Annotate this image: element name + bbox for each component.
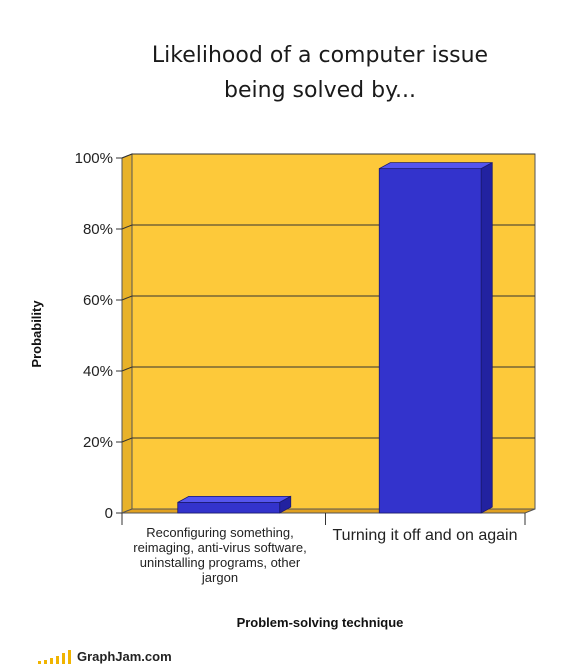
y-tick-label: 80% bbox=[83, 221, 113, 238]
x-axis-label: Problem-solving technique bbox=[236, 615, 404, 630]
gridline-side bbox=[121, 295, 133, 301]
gridline-side bbox=[121, 366, 133, 372]
bar-side bbox=[480, 161, 493, 514]
y-tick-label: 20% bbox=[83, 434, 113, 451]
graphjam-brand-text: GraphJam.com bbox=[77, 649, 172, 664]
gridline-side bbox=[121, 437, 133, 443]
bar-front bbox=[378, 168, 482, 514]
gridline-side bbox=[121, 153, 133, 159]
y-tick-label: 40% bbox=[83, 363, 113, 380]
bar-side bbox=[279, 495, 292, 514]
category-label-jargon: Reconfiguring something, reimaging, anti… bbox=[133, 525, 307, 585]
bar-top bbox=[177, 495, 291, 503]
y-tick-label: 60% bbox=[83, 292, 113, 309]
graphjam-logo: GraphJam.com bbox=[38, 650, 172, 664]
chart-title-line-2: being solved by... bbox=[224, 78, 416, 103]
y-tick-label: 0 bbox=[105, 505, 113, 522]
y-axis-label: Probability bbox=[29, 300, 44, 368]
graphjam-bars-icon bbox=[38, 650, 71, 664]
plot-left-wall bbox=[121, 153, 133, 514]
bar-0 bbox=[177, 495, 292, 514]
y-tick-label: 100% bbox=[75, 150, 113, 167]
bar-top bbox=[379, 162, 493, 170]
bar-front bbox=[177, 501, 281, 514]
bar-1 bbox=[378, 161, 493, 514]
gridline-side bbox=[121, 224, 133, 230]
category-label-restart: Turning it off and on again bbox=[332, 527, 518, 544]
chart-title-line-1: Likelihood of a computer issue bbox=[151, 43, 489, 68]
